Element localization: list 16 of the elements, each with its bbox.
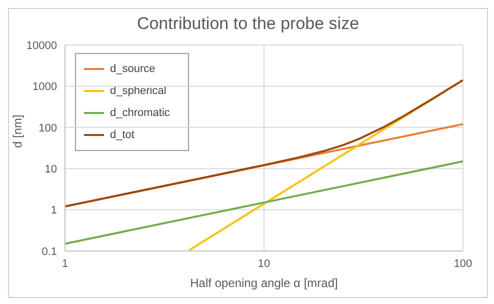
y-tick-label: 10000	[26, 40, 57, 52]
x-axis-title: Half opening angle α [mrad]	[190, 276, 338, 290]
y-tick-label: 1	[50, 204, 57, 217]
y-tick-label: 1000	[32, 81, 57, 94]
chart-title: Contribution to the probe size	[136, 13, 360, 35]
x-tick-label: 100	[454, 258, 472, 270]
legend-label: d_spherical	[110, 84, 166, 99]
legend-label: d_tot	[110, 128, 134, 143]
legend-label: d_chromatic	[110, 106, 170, 121]
x-tick-label: 10	[258, 258, 270, 270]
y-tick-label: 100	[38, 122, 57, 134]
y-tick-label: 0.1	[42, 246, 57, 258]
legend-label: d_source	[110, 62, 156, 77]
x-tick-label: 1	[62, 258, 68, 270]
y-axis-title: d [nm]	[10, 114, 24, 148]
y-tick-label: 10	[44, 164, 57, 176]
